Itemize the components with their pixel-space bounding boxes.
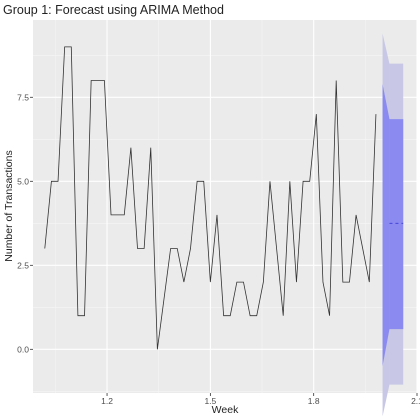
x-tick-label: 1.5 (204, 396, 216, 406)
x-axis-label: Week (212, 404, 239, 416)
y-tick-label: 2.5 (17, 260, 29, 270)
plot-panel (33, 20, 417, 393)
x-tick-label: 1.8 (308, 396, 320, 406)
y-axis-label: Number of Transactions (3, 150, 15, 261)
y-tick-label: 0.0 (17, 344, 29, 354)
chart-title: Group 1: Forecast using ARIMA Method (3, 3, 224, 17)
grid (33, 20, 418, 393)
interval-80-spike (382, 83, 390, 367)
series-layer (44, 46, 377, 350)
x-tick-label: 1.2 (101, 396, 113, 406)
y-tick-label: 5.0 (17, 176, 29, 186)
axis-ticks: 1.2 1.5 1.8 2.1 0.0 2.5 5.0 7.5 (17, 92, 420, 406)
x-tick-label: 2.1 (411, 396, 420, 406)
series-line (44, 46, 377, 350)
y-tick-label: 7.5 (17, 92, 29, 102)
interval-80-band (389, 119, 404, 330)
forecast-intervals (382, 33, 404, 417)
